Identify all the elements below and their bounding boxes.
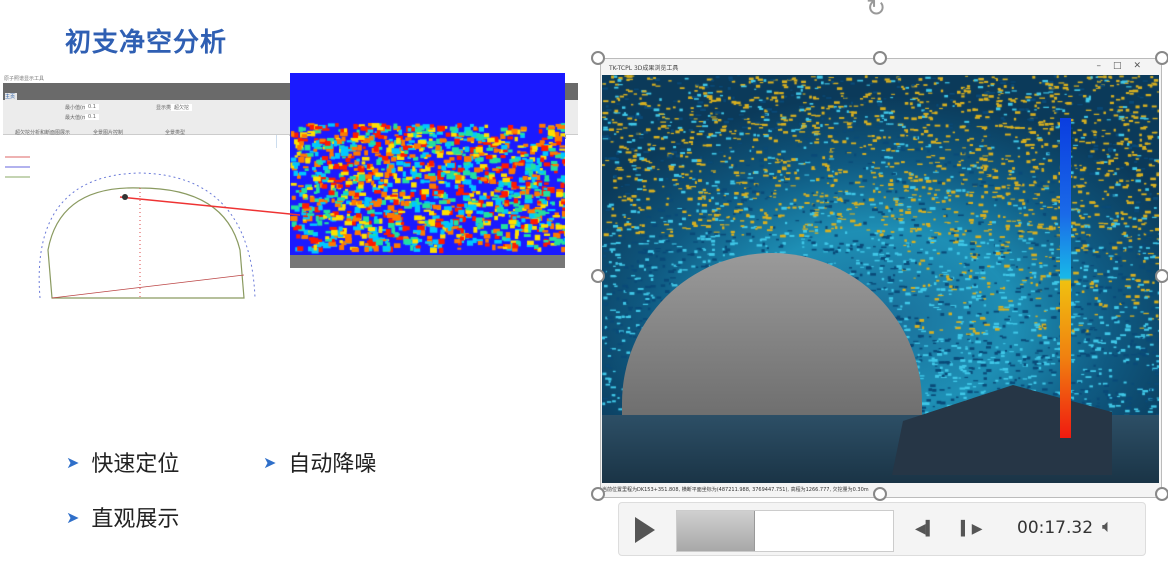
arrow-right-icon: ➤ xyxy=(66,507,80,527)
field1-label: 最小值(m) xyxy=(65,105,89,111)
bullet-item: ➤ 自动降噪 xyxy=(263,452,377,477)
window-controls: –□✕ xyxy=(1096,61,1153,71)
volume-icon[interactable]: 🔈︎ xyxy=(1102,516,1113,537)
rotate-handle-icon[interactable]: ↻ xyxy=(866,0,887,22)
tab-home: 主页 xyxy=(5,93,17,101)
color-scale-bar xyxy=(1060,118,1071,438)
bullet-item: ➤ 快速定位 xyxy=(66,452,180,477)
slide-title: 初支净空分析 xyxy=(65,28,228,58)
resize-handle[interactable] xyxy=(1155,487,1168,501)
heatmap-footer xyxy=(290,255,565,268)
display-type-label: 显示类型 xyxy=(156,105,177,111)
step-back-icon[interactable]: ◀▍ xyxy=(915,521,937,537)
tunnel-profile xyxy=(5,156,300,299)
arrow-right-icon: ➤ xyxy=(66,452,80,472)
field2-label: 最大值(m) xyxy=(65,115,89,121)
field1-value: 0.1 xyxy=(85,104,99,110)
video-content[interactable] xyxy=(602,75,1159,483)
ribbon-group-label: 全景图片控制 xyxy=(93,130,124,136)
progress-fill xyxy=(677,511,755,551)
progress-bar[interactable] xyxy=(676,510,894,552)
video-window-title: TK-TCPL 3D成果浏览工具 xyxy=(609,65,679,72)
field2-value: 0.1 xyxy=(85,114,99,120)
resize-handle[interactable] xyxy=(873,487,887,501)
resize-handle[interactable] xyxy=(873,51,887,65)
window-caption: 原子照谱显示工具 xyxy=(4,76,45,82)
status-text: 当前位置里程为DK153+351.808, 横断平面坐标为(487211.988… xyxy=(602,487,869,493)
ribbon-group-label: 超欠挖分析和断面图展示 xyxy=(15,130,71,136)
media-controls: ◀▍ ▍▶ 00:17.32 🔈︎ xyxy=(618,502,1146,556)
bullet-item: ➤ 直观展示 xyxy=(66,507,180,532)
ribbon-group-label: 全景类型 xyxy=(165,130,186,136)
arrow-right-icon: ➤ xyxy=(263,452,277,472)
resize-handle[interactable] xyxy=(1155,269,1168,283)
resize-handle[interactable] xyxy=(1155,51,1168,65)
step-forward-icon[interactable]: ▍▶ xyxy=(961,521,983,537)
play-icon[interactable] xyxy=(635,517,655,543)
heatmap-image xyxy=(290,73,565,255)
resize-handle[interactable] xyxy=(591,487,605,501)
resize-handle[interactable] xyxy=(591,51,605,65)
playback-time: 00:17.32 xyxy=(1017,518,1094,538)
resize-handle[interactable] xyxy=(591,269,605,283)
display-type-value: 超欠挖 xyxy=(171,104,193,111)
